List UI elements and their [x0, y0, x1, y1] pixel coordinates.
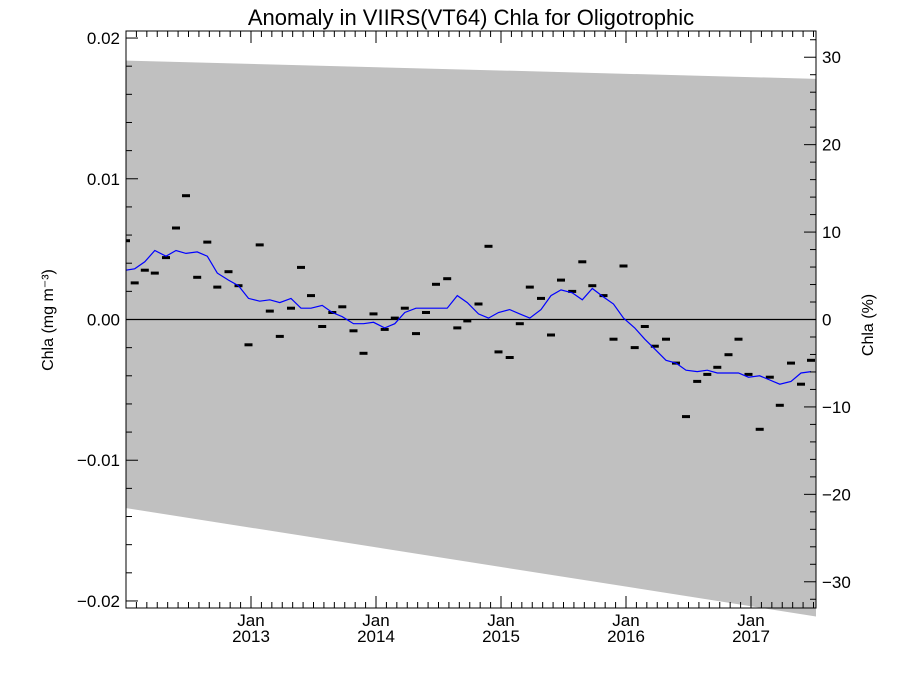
data-point	[775, 403, 784, 407]
chart-title: Anomaly in VIIRS(VT64) Chla for Oligotro…	[248, 5, 694, 30]
data-point	[474, 302, 483, 306]
data-point	[422, 311, 430, 314]
data-point	[568, 289, 577, 293]
data-point	[515, 322, 524, 326]
y-right-tick-label: −10	[822, 398, 851, 417]
y-left-tick-label: −0.02	[77, 592, 120, 611]
data-point	[797, 382, 805, 386]
data-point	[453, 326, 462, 330]
data-point	[349, 329, 358, 333]
data-point	[787, 361, 795, 365]
x-tick-year-label: 2015	[482, 627, 520, 646]
y-axis-left-label: Chla (mg m⁻³)	[40, 269, 57, 371]
data-point	[682, 415, 690, 419]
data-point	[126, 239, 130, 243]
data-point	[505, 356, 514, 359]
data-point	[463, 319, 472, 323]
y-axis-right-label: Chla (%)	[860, 294, 877, 356]
data-point	[494, 350, 503, 354]
data-point	[338, 305, 347, 309]
data-point	[140, 268, 149, 272]
data-point	[744, 372, 753, 376]
data-point	[630, 346, 639, 350]
data-point	[650, 344, 659, 348]
data-point	[213, 285, 222, 289]
x-tick-year-label: 2017	[732, 627, 770, 646]
data-point	[203, 240, 212, 244]
data-point	[287, 306, 295, 310]
y-left-tick-label: −0.01	[77, 451, 120, 470]
data-point	[443, 277, 452, 281]
data-point	[619, 264, 628, 268]
x-tick-month-label: Jan	[612, 611, 639, 630]
uncertainty-band	[126, 60, 816, 617]
y-left-tick-label: 0.02	[87, 29, 120, 48]
running-mean-line	[126, 249, 812, 385]
data-point	[390, 316, 399, 320]
y-right-tick-label: 30	[822, 48, 841, 67]
y-right-tick-label: −20	[822, 485, 851, 504]
x-tick-month-label: Jan	[487, 611, 514, 630]
data-point	[244, 343, 253, 347]
data-point	[150, 271, 159, 275]
y-right-tick-label: 0	[822, 311, 831, 330]
data-point	[588, 284, 597, 288]
data-point	[724, 353, 733, 357]
y-right-tick-label: 10	[822, 223, 841, 242]
x-tick-year-label: 2013	[232, 627, 270, 646]
y-right-tick-label: −30	[822, 573, 851, 592]
data-point	[255, 243, 264, 247]
plot-area: 0.02 0.01 0.00 −0.01 −0.02 30 20 10 0 −10 −20 −30 Ja…	[77, 29, 851, 646]
x-tick-year-label: 2016	[607, 627, 645, 646]
data-point	[275, 334, 284, 338]
data-point	[130, 281, 139, 285]
x-tick-month-label: Jan	[237, 611, 264, 630]
x-tick-year-label: 2014	[357, 627, 395, 646]
data-point	[432, 282, 440, 286]
data-point	[578, 260, 587, 264]
data-point	[662, 337, 670, 341]
data-point	[525, 285, 534, 289]
data-point	[557, 278, 565, 282]
data-point	[703, 372, 712, 376]
x-tick-month-label: Jan	[362, 611, 389, 630]
data-point	[307, 294, 315, 298]
data-point	[162, 256, 170, 260]
data-point	[400, 306, 409, 310]
x-tick-month-label: Jan	[737, 611, 764, 630]
data-point	[318, 325, 327, 328]
data-point	[547, 333, 555, 337]
data-point	[193, 275, 202, 279]
data-point	[807, 358, 815, 362]
y-left-tick-label: 0.01	[87, 170, 120, 189]
y-left-tick-label: 0.00	[87, 311, 120, 330]
data-point	[765, 375, 774, 379]
data-point	[369, 312, 378, 316]
data-point	[640, 325, 649, 328]
data-point	[693, 379, 702, 383]
data-point	[412, 332, 420, 336]
data-point	[265, 309, 274, 313]
data-point	[484, 244, 493, 248]
data-point	[172, 226, 180, 230]
data-point	[599, 294, 608, 298]
data-point	[297, 265, 305, 269]
data-point	[380, 327, 389, 331]
data-point	[609, 337, 618, 341]
data-point	[713, 365, 722, 369]
y-right-tick-label: 20	[822, 136, 841, 155]
data-point	[224, 270, 233, 274]
data-point	[182, 194, 190, 198]
data-point	[734, 337, 743, 341]
data-point	[537, 296, 545, 300]
data-point	[755, 427, 764, 431]
data-point	[359, 351, 368, 355]
